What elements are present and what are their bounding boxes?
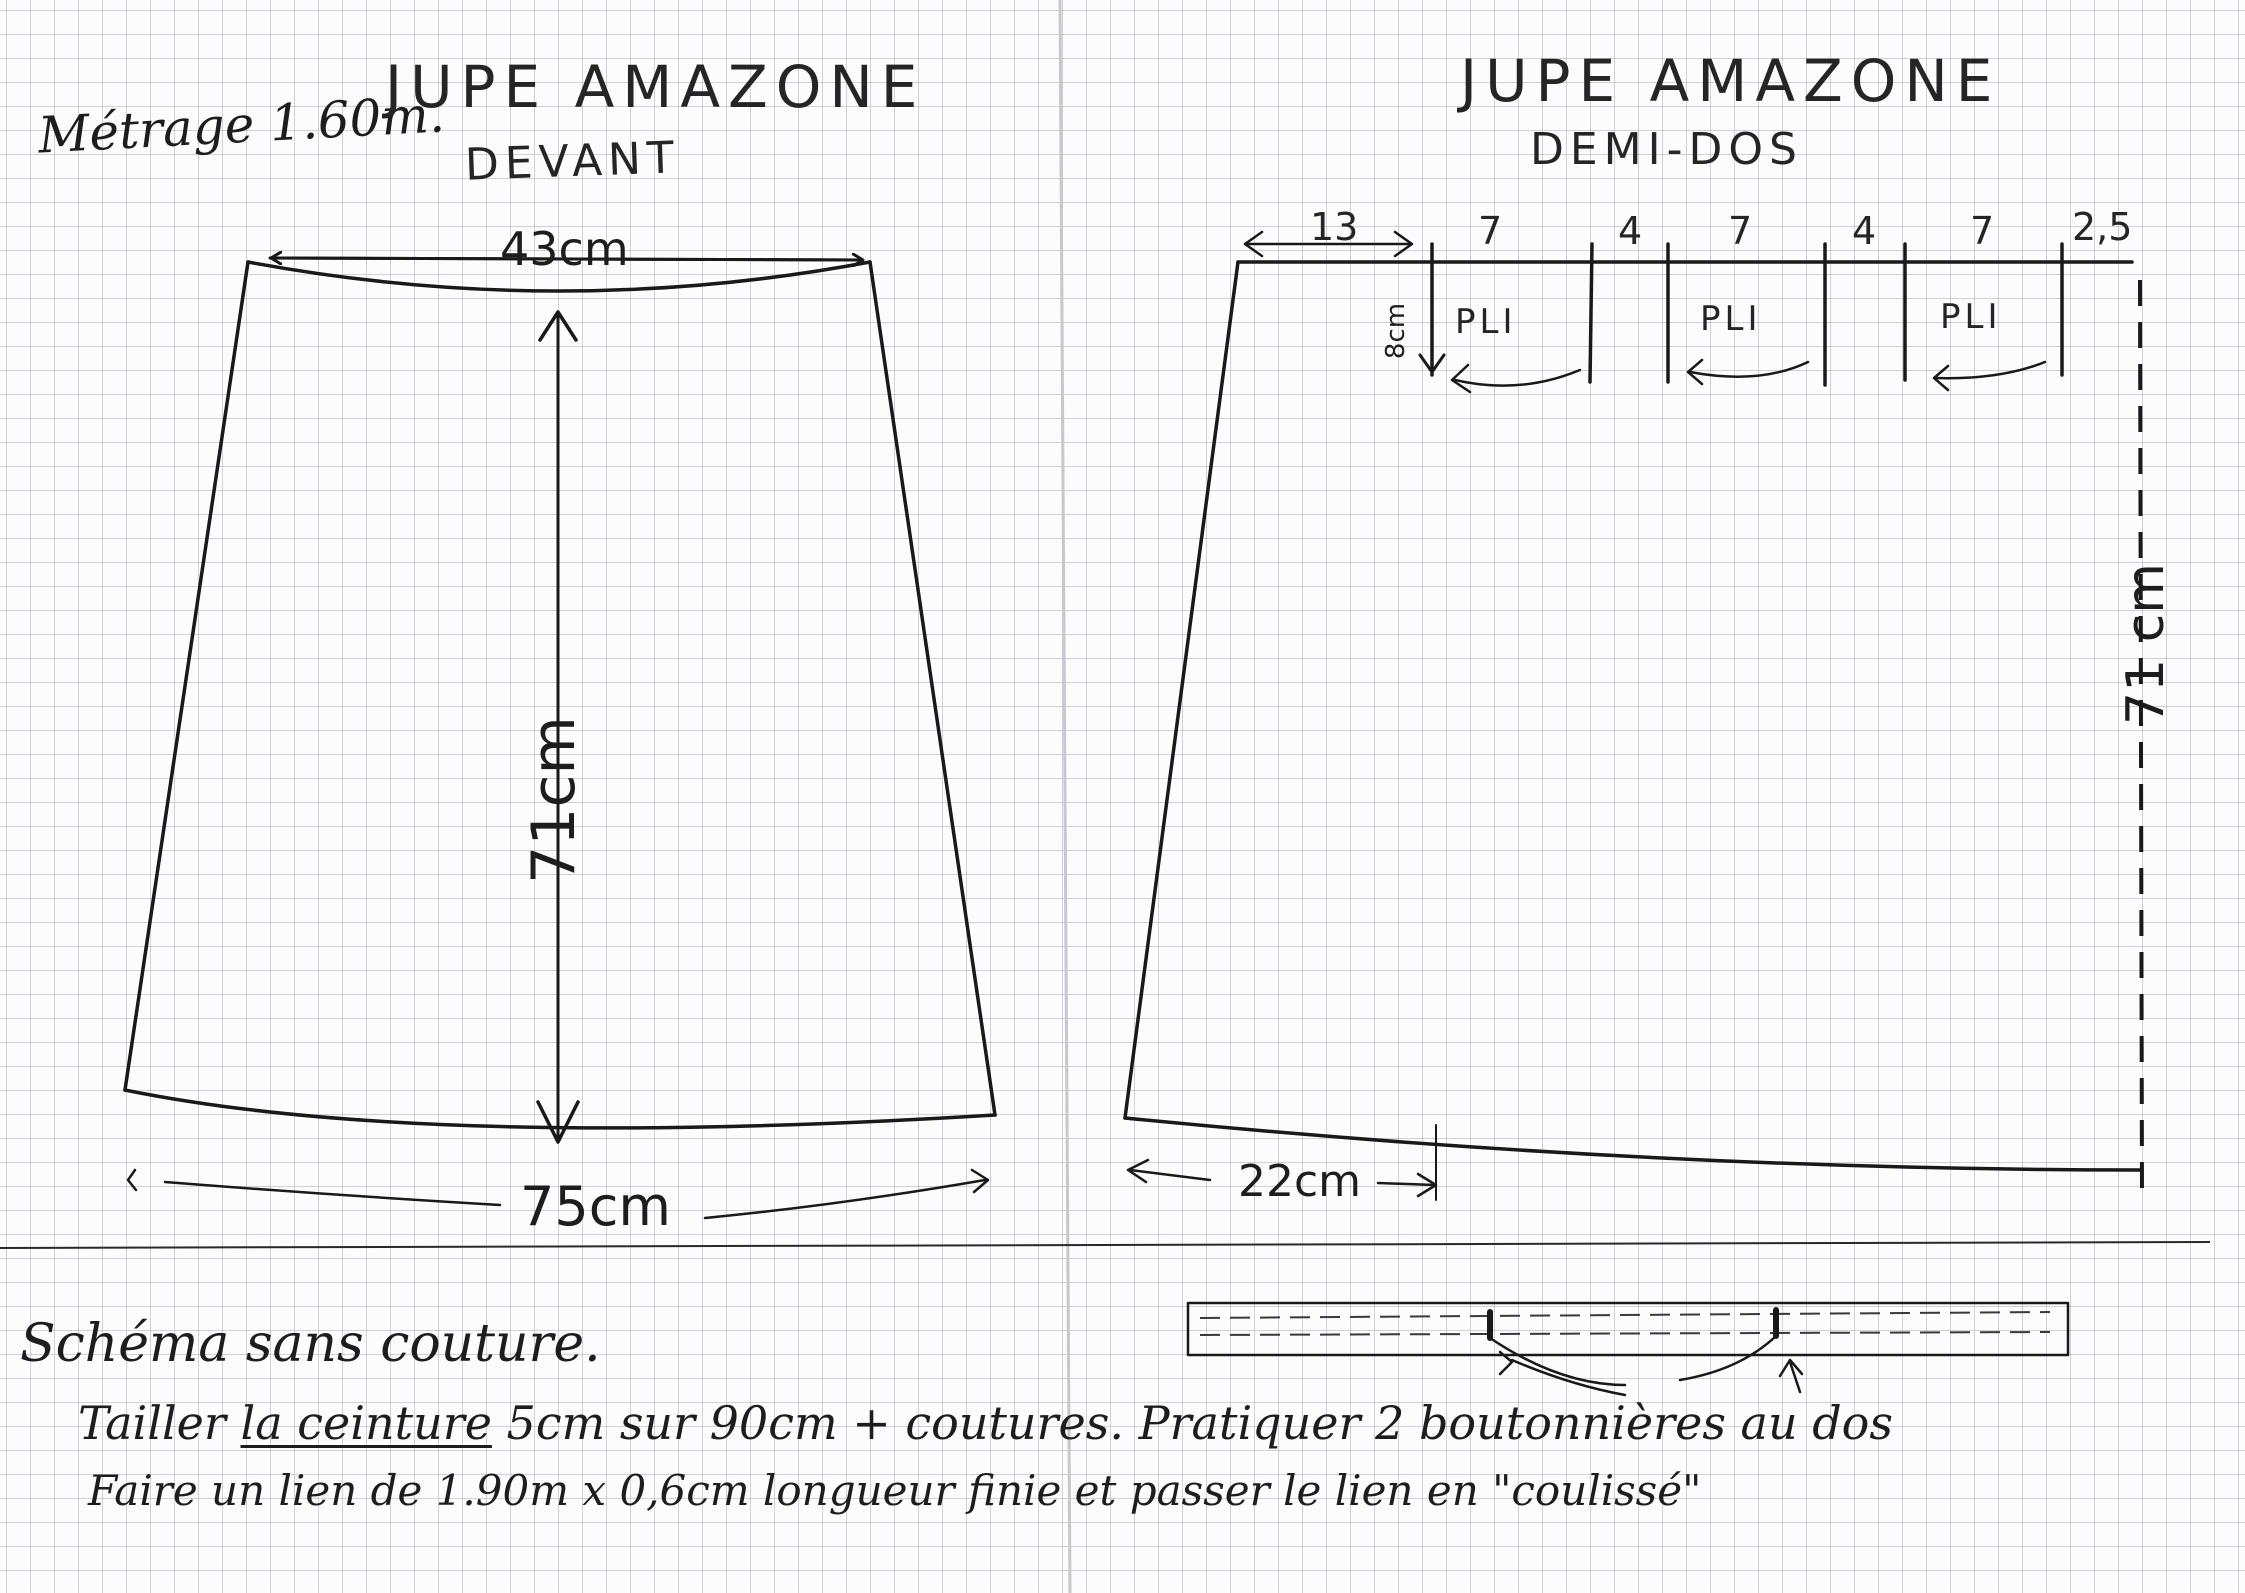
page-fold-line <box>1058 0 1072 1593</box>
instructions-line-1: Schéma sans couture. <box>20 1314 601 1374</box>
instructions-line-2-prefix: Tailler <box>78 1396 226 1450</box>
front-hem-measure: 75cm <box>520 1175 672 1238</box>
front-panel-title: JUPE AMAZONE <box>385 53 926 121</box>
instructions-line-2: Tailler la ceinture 5cm sur 90cm + coutu… <box>78 1400 1893 1446</box>
back-panel-title: JUPE AMAZONE <box>1460 47 2001 115</box>
front-hem-arrow <box>126 1168 990 1220</box>
instructions-line-2-rest: 5cm sur 90cm + coutures. Pratiquer 2 bou… <box>506 1396 1893 1450</box>
pleat-fold-arrows <box>1450 358 2047 394</box>
instructions-line-2-underlined: la ceinture <box>240 1396 492 1450</box>
front-panel-subtitle: DEVANT <box>464 132 681 191</box>
front-waist-arrow <box>268 258 862 260</box>
pleat-label: PLI <box>1700 299 1762 339</box>
back-hem-offset-measure: 22cm <box>1238 1156 1362 1207</box>
front-waist-measure: 43cm <box>500 222 629 276</box>
back-length-measure: 71 cm <box>2116 563 2176 725</box>
waist-segment-label: 7 <box>1970 209 1995 253</box>
back-skirt-outline <box>1123 260 2144 1201</box>
pleat-label: PLI <box>1940 297 2002 337</box>
instructions-line-3: Faire un lien de 1.90m x 0,6cm longueur … <box>88 1466 1702 1515</box>
pleat-depth-label: 8cm <box>1381 302 1412 360</box>
waist-segment-label: 13 <box>1310 205 1359 249</box>
back-waist-dimension-arrow <box>1243 230 1414 258</box>
section-divider-line <box>0 1241 2211 1249</box>
pleat-label: PLI <box>1455 302 1517 342</box>
waist-segment-label: 4 <box>1618 209 1643 253</box>
pleat-marks <box>1418 242 2064 387</box>
waist-segment-label: 2,5 <box>2072 205 2133 249</box>
front-length-measure: 71cm <box>518 716 589 884</box>
waist-segment-label: 7 <box>1478 209 1503 253</box>
back-panel-subtitle: DEMI-DOS <box>1530 124 1803 175</box>
front-skirt-outline <box>123 260 997 1130</box>
waist-segment-label: 7 <box>1728 209 1753 253</box>
back-hem-offset-arrow <box>1126 1124 1438 1201</box>
front-length-arrow <box>536 310 580 1144</box>
waist-segment-label: 4 <box>1852 209 1877 253</box>
waistband-sketch <box>1186 1301 2070 1397</box>
